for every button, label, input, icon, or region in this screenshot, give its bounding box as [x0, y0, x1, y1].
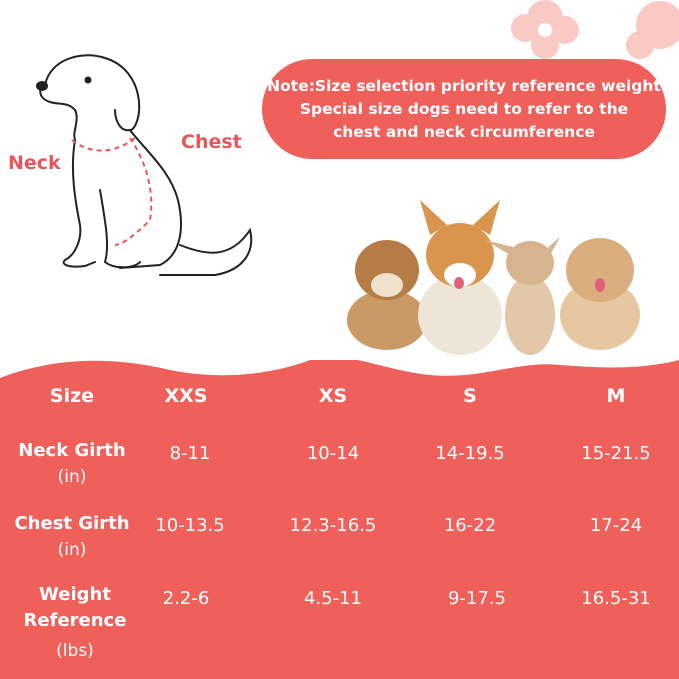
- corgi: [418, 200, 502, 355]
- chest-xxs: 10-13.5: [155, 515, 225, 536]
- note-banner: Note:Size selection priority reference w…: [262, 59, 666, 159]
- flower-decoration: [511, 0, 679, 59]
- neck-label: Neck: [8, 152, 61, 174]
- size-s: S: [463, 385, 477, 407]
- note-line: chest and neck circumference: [333, 122, 595, 141]
- dogs-photo: [347, 200, 640, 355]
- chest-m: 17-24: [589, 515, 643, 536]
- chihuahua: [485, 237, 560, 355]
- row-label-weight: Weight Reference (lbs): [24, 582, 127, 664]
- chest-s: 16-22: [443, 515, 497, 536]
- neck-s: 14-19.5: [435, 443, 505, 464]
- chest-label: Chest: [181, 131, 242, 153]
- size-m: M: [606, 385, 626, 407]
- weight-m: 16.5-31: [581, 588, 651, 609]
- weight-xxs: 2.2-6: [162, 588, 210, 609]
- size-xxs: XXS: [164, 385, 208, 407]
- row-label-chest: Chest Girth (in): [14, 511, 129, 563]
- neck-xxs: 8-11: [169, 443, 211, 464]
- row-label-neck: Neck Girth (in): [18, 438, 125, 490]
- size-chart-table: Size XXS XS S M Neck Girth (in) 8-11 10-…: [0, 360, 679, 679]
- weight-s: 9-17.5: [447, 588, 507, 609]
- poodle: [560, 238, 640, 350]
- note-line: Note:Size selection priority reference w…: [267, 76, 661, 95]
- row-label-text: Weight: [39, 584, 111, 605]
- chest-xs: 12.3-16.5: [289, 515, 377, 536]
- dog-outline-illustration: [36, 54, 253, 276]
- row-label-text: Reference: [23, 610, 127, 631]
- table-background: [0, 360, 679, 679]
- neck-m: 15-21.5: [581, 443, 651, 464]
- row-unit: (in): [57, 540, 87, 560]
- puppy-brown: [347, 240, 427, 350]
- row-unit: (lbs): [56, 641, 94, 661]
- size-header: Size: [49, 385, 95, 407]
- weight-xs: 4.5-11: [303, 588, 363, 609]
- neck-xs: 10-14: [306, 443, 360, 464]
- row-label-text: Neck Girth: [18, 440, 126, 461]
- row-unit: (in): [57, 467, 87, 487]
- row-label-text: Chest Girth: [14, 513, 130, 534]
- size-xs: XS: [318, 385, 348, 407]
- note-line: Special size dogs need to refer to the: [299, 99, 629, 118]
